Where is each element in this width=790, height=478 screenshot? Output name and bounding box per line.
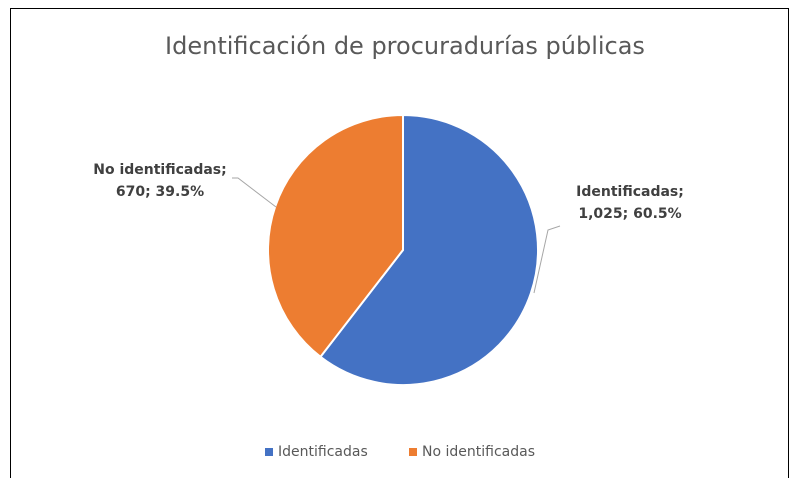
legend-label: No identificadas (422, 444, 535, 460)
data-label: Identificadas; (576, 184, 684, 200)
data-label: No identificadas; (93, 162, 227, 178)
legend-swatch (265, 448, 273, 456)
data-label: 670; 39.5% (116, 184, 204, 200)
pie-slice (319, 113, 539, 386)
legend-label: Identificadas (278, 444, 368, 460)
chart-title: Identificación de procuradurías públicas (165, 32, 645, 60)
data-label: 1,025; 60.5% (578, 206, 681, 222)
legend-swatch (409, 448, 417, 456)
leader-line (533, 225, 561, 294)
leader-line (232, 177, 277, 208)
